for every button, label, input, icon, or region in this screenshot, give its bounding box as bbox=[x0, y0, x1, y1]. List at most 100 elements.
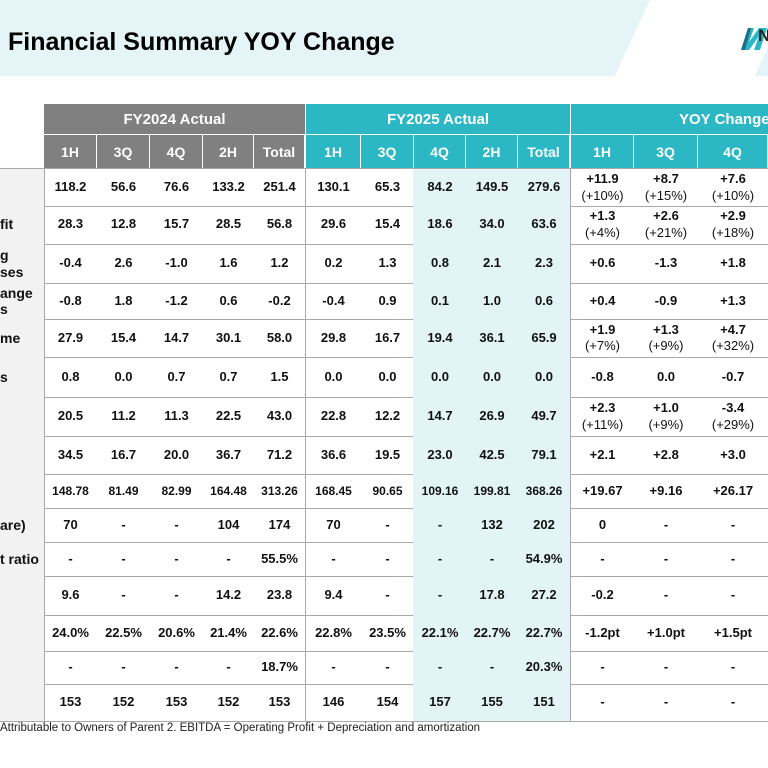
table-row: fit 28.3 12.8 15.7 28.5 56.8 29.6 15.4 18.6 34.0 6… bbox=[0, 205, 768, 245]
yoy-change-percent: (+11%) bbox=[581, 416, 624, 432]
yoy-change-value: +1.0 bbox=[653, 400, 679, 416]
yoy-change-value: - bbox=[663, 587, 669, 603]
table-cell: 153 bbox=[59, 694, 82, 710]
column-header-8: 2H bbox=[466, 135, 517, 168]
yoy-change-percent: (+29%) bbox=[711, 416, 755, 432]
yoy-change-value: +2.1 bbox=[589, 446, 616, 462]
table-cell: 55.5% bbox=[261, 550, 298, 566]
table-cell: 14.7 bbox=[427, 408, 453, 424]
table-cell: 22.6% bbox=[261, 624, 298, 640]
table-cell: 157 bbox=[429, 694, 451, 710]
table-cell: 12.2 bbox=[374, 408, 401, 424]
yoy-cell: +1.0pt bbox=[634, 615, 698, 651]
yoy-change-value: +3.0 bbox=[720, 446, 746, 462]
table-cell: 279.6 bbox=[527, 179, 561, 195]
yoy-change-value: 0.0 bbox=[656, 368, 676, 384]
yoy-change-value: +1.8 bbox=[720, 255, 746, 271]
yoy-change-value: +9.16 bbox=[649, 482, 683, 498]
yoy-change-value: +2.9 bbox=[720, 208, 746, 224]
column-header-3: 2H bbox=[203, 135, 253, 168]
table-cell: 14.7 bbox=[163, 329, 190, 345]
table-cell: 1.6 bbox=[219, 255, 238, 271]
table-cell: 0.7 bbox=[167, 368, 186, 384]
table-cell: 81.49 bbox=[108, 483, 139, 498]
yoy-change-percent: (+21%) bbox=[644, 224, 688, 240]
yoy-cell: - bbox=[634, 684, 698, 721]
yoy-change-percent: (+9%) bbox=[648, 416, 684, 432]
row-label bbox=[0, 436, 44, 474]
row-label: are) bbox=[0, 516, 26, 533]
table-cell: 20.6% bbox=[158, 624, 195, 640]
row-label: ange s bbox=[0, 284, 33, 317]
table-cell: 27.2 bbox=[531, 587, 557, 603]
table-cell: 2.1 bbox=[482, 255, 502, 271]
table-row: g ses -0.4 2.6 -1.0 1.6 1.2 0.2 1.3 0.8 2.1 2.3 +0.… bbox=[0, 244, 768, 284]
yoy-change-value: +1.9 bbox=[589, 321, 616, 337]
table-cell: 70 bbox=[326, 516, 341, 532]
table-cell: 21.4% bbox=[210, 624, 247, 640]
table-row: s 0.8 0.0 0.7 0.7 1.5 0.0 0.0 0.0 0.0 0.0 -0.8 0.0 -0… bbox=[0, 357, 768, 398]
table-cell: 153 bbox=[268, 694, 291, 710]
yoy-cell: -0.8 bbox=[571, 357, 634, 397]
table-cell: 0.6 bbox=[534, 292, 554, 308]
table-row: 153 152 153 152 153 146 154 157 155 151 - - - bbox=[0, 684, 768, 722]
table-cell: 20.5 bbox=[57, 408, 84, 424]
yoy-change-value: -0.8 bbox=[591, 368, 614, 384]
table-cell: 22.8 bbox=[320, 408, 347, 424]
yoy-change-value: - bbox=[730, 587, 736, 603]
table-cell: 22.7% bbox=[525, 624, 563, 640]
table-cell: 199.81 bbox=[473, 483, 511, 498]
table-cell: 34.5 bbox=[57, 446, 84, 462]
yoy-change-value: - bbox=[730, 550, 736, 566]
yoy-change-value: +19.67 bbox=[582, 482, 623, 498]
table-cell: 0.1 bbox=[430, 292, 450, 308]
table-cell: 109.16 bbox=[421, 483, 459, 498]
yoy-cell: +2.1 bbox=[571, 436, 634, 474]
table-cell: 18.7% bbox=[261, 659, 298, 675]
table-cell: 63.6 bbox=[531, 216, 557, 232]
yoy-cell: 0 bbox=[571, 508, 634, 542]
yoy-cell: +1.8 bbox=[698, 244, 768, 283]
table-cell: 1.0 bbox=[482, 292, 502, 308]
yoy-cell: - bbox=[571, 542, 634, 576]
row-label bbox=[0, 169, 44, 206]
table-cell: - bbox=[385, 550, 390, 566]
table-cell: 146 bbox=[322, 694, 345, 710]
yoy-cell: +2.6 (+21%) bbox=[634, 205, 698, 244]
table-cell: 0.9 bbox=[378, 292, 397, 308]
yoy-cell: - bbox=[698, 684, 768, 721]
yoy-change-value: +1.3 bbox=[653, 321, 679, 337]
yoy-cell: -3.4 (+29%) bbox=[698, 397, 768, 436]
table-cell: 30.1 bbox=[215, 329, 242, 345]
table-cell: 84.2 bbox=[427, 179, 453, 195]
yoy-change-value: - bbox=[663, 516, 669, 532]
yoy-change-value: - bbox=[600, 550, 605, 566]
table-cell: - bbox=[437, 550, 443, 566]
table-row: t ratio - - - - 55.5% - - - - 54.9% - - - bbox=[0, 542, 768, 577]
table-row: 118.2 56.6 76.6 133.2 251.4 130.1 65.3 84.2 149.… bbox=[0, 168, 768, 207]
table-cell: 82.99 bbox=[161, 483, 192, 498]
table-cell: 22.5 bbox=[215, 408, 242, 424]
yoy-change-percent: (+32%) bbox=[711, 338, 755, 353]
table-cell: 14.2 bbox=[215, 587, 242, 603]
yoy-change-percent: (+4%) bbox=[584, 224, 621, 240]
table-cell: 9.6 bbox=[61, 587, 80, 603]
yoy-change-value: - bbox=[663, 550, 669, 566]
table-cell: 12.8 bbox=[110, 216, 137, 232]
table-cell: - bbox=[489, 550, 495, 566]
table-cell: 149.5 bbox=[475, 179, 509, 195]
yoy-change-percent: (+9%) bbox=[648, 338, 684, 353]
table-cell: 313.26 bbox=[261, 483, 298, 498]
row-label: s bbox=[0, 368, 8, 385]
yoy-cell: +4.7 (+32%) bbox=[698, 319, 768, 357]
table-cell: 36.7 bbox=[215, 446, 242, 462]
logo-text: N bbox=[758, 26, 768, 45]
table-cell: - bbox=[437, 516, 443, 532]
group-header-yoy: YOY Change bbox=[571, 104, 768, 134]
table-cell: 1.5 bbox=[270, 368, 289, 384]
table-cell: 174 bbox=[268, 516, 291, 532]
table-cell: 28.5 bbox=[215, 216, 242, 232]
yoy-cell: - bbox=[698, 508, 768, 542]
table-cell: 90.65 bbox=[372, 483, 403, 498]
table-cell: 22.7% bbox=[473, 624, 511, 640]
